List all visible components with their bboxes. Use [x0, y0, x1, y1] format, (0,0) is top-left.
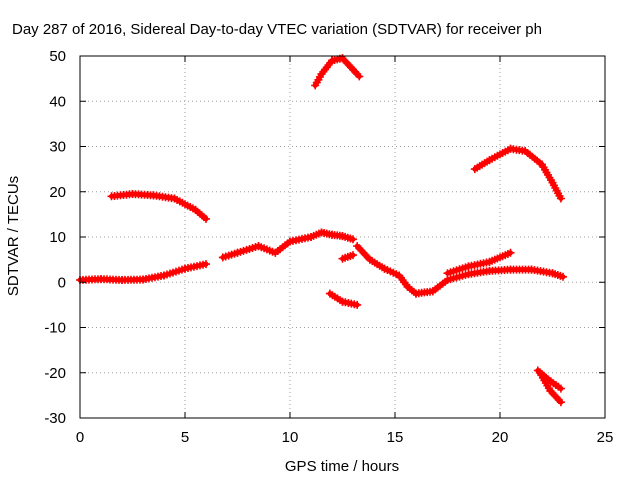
grid-layer [80, 56, 605, 418]
series-track-b [311, 54, 364, 90]
series-track-d [338, 251, 357, 263]
series-track-h [535, 368, 565, 407]
series-track-c [470, 144, 565, 203]
data-layer [76, 54, 567, 407]
data-point-marker [506, 248, 515, 257]
series-track-a [107, 190, 210, 223]
y-tick-label: 30 [49, 139, 66, 156]
data-point-marker [349, 235, 357, 244]
y-tick-label: 50 [49, 48, 66, 65]
data-point-marker [559, 272, 567, 281]
x-tick-label: 15 [387, 429, 404, 446]
x-tick-label: 5 [181, 429, 189, 446]
series-track-main-3 [353, 242, 567, 298]
x-axis-label: GPS time / hours [285, 458, 399, 475]
y-tick-label: 20 [49, 184, 66, 201]
data-point-marker [349, 251, 357, 260]
x-tick-label: 0 [76, 429, 84, 446]
y-tick-label: 10 [49, 229, 66, 246]
y-tick-label: 0 [58, 274, 66, 291]
x-tick-label: 25 [597, 429, 614, 446]
y-tick-label: 40 [49, 93, 66, 110]
data-point-marker [202, 214, 210, 223]
series-track-main-1 [76, 260, 210, 284]
tick-layer: 0 5 10 15 20 25 -30 -20 -10 0 10 20 30 40 50 [44, 48, 613, 446]
y-tick-label: -30 [44, 410, 66, 427]
data-point-marker [355, 72, 364, 81]
chart-title: Day 287 of 2016, Sidereal Day-to-day VTE… [12, 21, 542, 38]
data-point-marker [353, 300, 362, 309]
y-tick-label: -10 [44, 320, 66, 337]
series-track-f [443, 248, 515, 278]
x-tick-label: 10 [282, 429, 299, 446]
x-tick-label: 20 [492, 429, 509, 446]
data-point-marker [556, 194, 565, 203]
y-axis-label: SDTVAR / TECUs [5, 176, 22, 296]
series-track-main-2 [218, 228, 357, 262]
series-track-e [325, 289, 362, 309]
data-point-marker [556, 398, 565, 407]
data-point-marker [202, 260, 210, 269]
y-tick-label: -20 [44, 365, 66, 382]
data-point-marker [556, 384, 565, 393]
